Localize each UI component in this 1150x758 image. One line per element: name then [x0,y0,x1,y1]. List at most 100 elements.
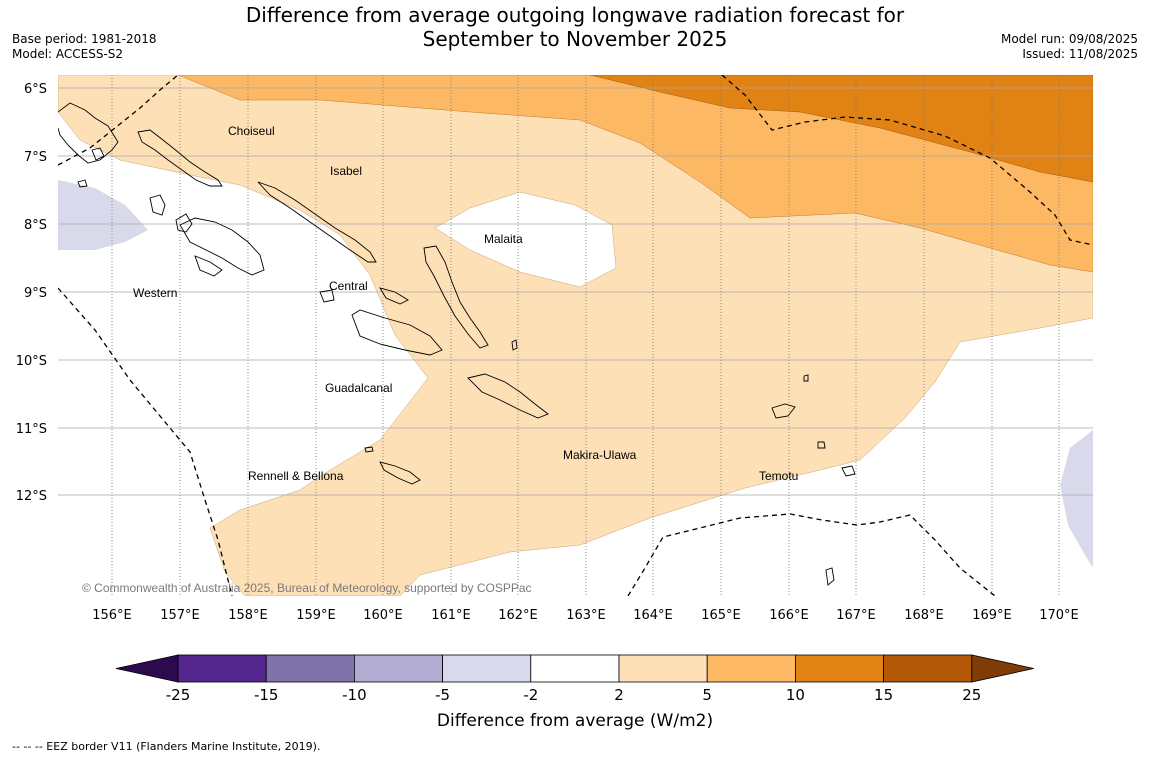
copyright-notice: © Commonwealth of Australia 2025, Bureau… [82,581,532,595]
island-santa-cruz [771,403,796,419]
model-name: Model: ACCESS-S2 [12,47,124,61]
label-western: Western [133,286,177,300]
island-reef-islands [803,374,809,382]
anomaly-hole-malaita [434,191,617,288]
label-rennell-bellona: Rennell & Bellona [248,469,344,483]
lon-label-159e: 159°E [296,608,336,623]
map-area: Choiseul Isabel Malaita Western Central … [58,75,1093,596]
island-rennell [379,461,421,485]
colorbar-segment [530,654,620,683]
eez-border-north-west [58,75,179,166]
eez-border-west [58,287,233,596]
model-run: Model run: 09/08/2025 [1000,32,1138,46]
island-isabel [257,181,377,263]
lon-label-163e: 163°E [566,608,606,623]
lat-label-7s: 7°S [24,150,47,165]
island-malaita [423,245,489,349]
colorbar-segment [795,654,885,683]
base-period: Base period: 1981-2018 [12,32,157,46]
label-makira-ulawa: Makira-Ulawa [563,448,637,462]
map-title: Difference from average outgoing longwav… [0,3,1150,51]
island-vella-lavella [149,194,166,216]
lon-label-161e: 161°E [431,608,471,623]
colorbar-tick-label: -10 [342,686,367,704]
lon-label-162e: 162°E [498,608,538,623]
island-vanikoro [817,441,826,449]
meta-right: Model run: 09/08/2025 Issued: 11/08/2025 [1001,32,1138,62]
label-central: Central [329,279,368,293]
colorbar-segment [883,654,973,683]
eez-border [58,75,1093,596]
eez-border-north-east [721,75,1093,246]
issued-date: Issued: 11/08/2025 [1022,47,1138,61]
lon-label-156e: 156°E [92,608,132,623]
island-bougainville [58,102,119,164]
colorbar-tick-label: 15 [874,686,893,704]
colorbar-tick-label: -15 [254,686,279,704]
lat-label-11s: 11°S [16,422,47,437]
province-labels: Choiseul Isabel Malaita Western Central … [133,124,798,483]
meta-left: Base period: 1981-2018 Model: ACCESS-S2 [12,32,157,62]
colorbar-arrow-low [115,654,179,683]
title-line-1: Difference from average outgoing longwav… [245,3,905,27]
colorbar-tick-label: 2 [614,686,624,704]
graticule [58,75,1093,596]
lon-label-169e: 169°E [972,608,1012,623]
anomaly-region-neg-east [1060,430,1093,568]
colorbar-tick-label: 5 [702,686,712,704]
colorbar-arrow-high [971,654,1034,683]
lat-label-12s: 12°S [16,489,47,504]
island-russell [319,289,335,303]
anomaly-region-neg-west [58,180,148,250]
lat-label-8s: 8°S [24,218,47,233]
colorbar-tick-label: -2 [523,686,538,704]
label-temotu: Temotu [759,469,798,483]
title-line-2: September to November 2025 [422,27,728,51]
lon-label-165e: 165°E [701,608,741,623]
eez-footnote: -- -- -- EEZ border V11 (Flanders Marine… [12,740,321,753]
colorbar-tick-label: -5 [435,686,450,704]
island-bellona [364,446,374,453]
colorbar-tick-label: 25 [962,686,981,704]
lat-label-10s: 10°S [16,354,47,369]
lon-label-157e: 157°E [160,608,200,623]
island-makira [467,373,549,419]
island-tikopia [841,465,856,477]
label-guadalcanal: Guadalcanal [325,381,392,395]
lon-axis-labels: 156°E 157°E 158°E 159°E 160°E 161°E 162°… [92,608,1079,623]
island-anuta [825,567,835,586]
colorbar-segment [353,654,443,683]
island-shortlands [91,147,105,161]
island-kolombangara [175,213,193,233]
island-new-georgia [179,217,265,276]
island-florida [379,287,409,305]
colorbar-segment [618,654,708,683]
island-treasury [77,179,88,188]
lat-axis-labels: 6°S 7°S 8°S 9°S 10°S 11°S 12°S [16,82,47,504]
colorbar-segment [265,654,355,683]
colorbar-label: Difference from average (W/m2) [437,711,713,731]
label-isabel: Isabel [330,164,362,178]
label-choiseul: Choiseul [228,124,275,138]
lat-label-9s: 9°S [24,286,47,301]
lon-label-166e: 166°E [769,608,809,623]
eez-border-south-east [627,513,996,596]
colorbar-segment [177,654,267,683]
lon-label-164e: 164°E [633,608,673,623]
colorbar-tick-label: 10 [786,686,805,704]
colorbar-segment [706,654,796,683]
island-guadalcanal [351,309,443,356]
lon-label-160e: 160°E [363,608,403,623]
lon-label-167e: 167°E [836,608,876,623]
lon-label-168e: 168°E [904,608,944,623]
lon-label-170e: 170°E [1039,608,1079,623]
label-malaita: Malaita [484,232,523,246]
island-choiseul [137,129,223,187]
colorbar-segment [442,654,532,683]
colorbar-tick-label: -25 [166,686,191,704]
coastlines [58,102,856,586]
colorbar: -25 -15 -10 -5 -2 2 5 10 15 25 [115,654,1034,704]
island-rendova [194,255,223,277]
anomaly-region-10-to-15 [589,75,1093,183]
